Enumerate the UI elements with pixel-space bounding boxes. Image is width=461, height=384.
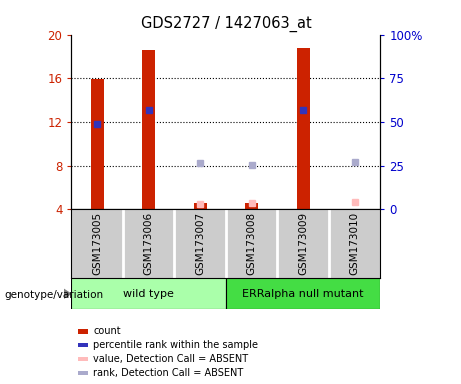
Bar [226,278,380,309]
Bar [71,278,226,309]
Text: GSM173010: GSM173010 [349,212,360,275]
Text: GSM173006: GSM173006 [144,212,154,275]
Text: percentile rank within the sample: percentile rank within the sample [93,340,258,350]
Text: genotype/variation: genotype/variation [5,290,104,300]
Text: GSM173007: GSM173007 [195,212,205,275]
Bar [297,48,309,209]
Text: wild type: wild type [123,289,174,299]
Text: GSM173005: GSM173005 [92,212,102,275]
Text: ERRalpha null mutant: ERRalpha null mutant [242,289,364,299]
Bar [77,371,89,375]
Text: GSM173009: GSM173009 [298,212,308,275]
Text: GSM173008: GSM173008 [247,212,257,275]
Polygon shape [64,288,72,299]
Title: GDS2727 / 1427063_at: GDS2727 / 1427063_at [141,16,311,32]
Bar [194,203,207,209]
Text: count: count [93,326,121,336]
Bar [142,50,155,209]
Text: value, Detection Call = ABSENT: value, Detection Call = ABSENT [93,354,248,364]
Bar [77,343,89,348]
Text: rank, Detection Call = ABSENT: rank, Detection Call = ABSENT [93,368,243,378]
Bar [91,79,104,209]
Bar [77,357,89,361]
Bar [245,203,258,209]
Bar [77,329,89,334]
